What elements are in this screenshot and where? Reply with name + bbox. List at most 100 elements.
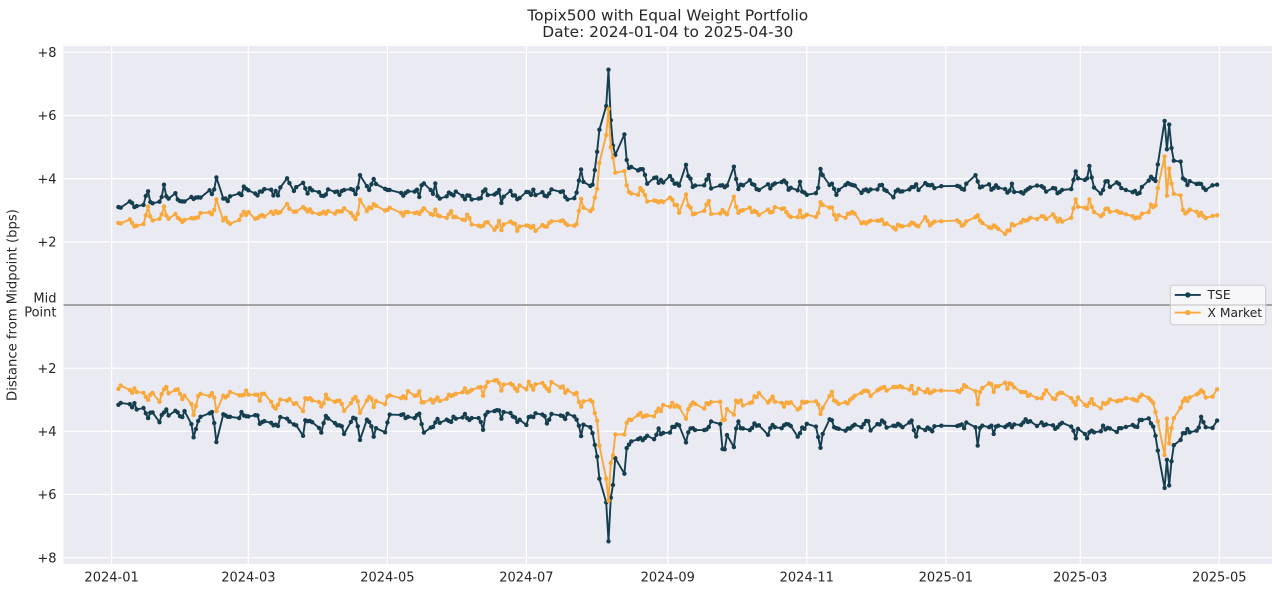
series-marker: [1214, 182, 1220, 187]
series-marker: [547, 191, 552, 196]
series-marker: [173, 211, 178, 217]
series-marker: [795, 215, 800, 220]
series-marker: [1151, 400, 1156, 406]
series-marker: [578, 433, 584, 439]
series-marker: [816, 185, 821, 190]
series-marker: [369, 396, 374, 401]
series-marker: [836, 213, 841, 218]
series-marker: [1002, 231, 1008, 237]
series-marker: [939, 423, 944, 428]
series-marker: [382, 430, 388, 435]
series-marker: [446, 212, 452, 217]
series-marker: [834, 192, 839, 197]
series-marker: [1041, 185, 1047, 190]
series-marker: [708, 399, 714, 405]
series-marker: [321, 420, 326, 426]
series-marker: [629, 164, 634, 170]
legend-item-tse[interactable]: TSE: [1174, 288, 1231, 302]
series-marker: [480, 427, 486, 432]
series-marker: [1162, 154, 1167, 159]
series-marker: [435, 416, 440, 422]
series-marker: [640, 167, 645, 172]
series-marker: [1100, 423, 1106, 428]
series-marker: [916, 224, 921, 229]
series-marker: [1007, 421, 1012, 427]
series-marker: [772, 399, 778, 404]
series-marker: [1107, 397, 1113, 402]
series-marker: [444, 194, 449, 199]
series-marker: [453, 214, 458, 220]
series-marker: [207, 188, 212, 193]
series-marker: [161, 204, 167, 209]
series-marker: [357, 197, 363, 202]
series-marker: [467, 193, 472, 198]
series-marker: [560, 189, 566, 194]
series-marker: [246, 414, 251, 419]
series-marker: [1194, 209, 1199, 214]
series-marker: [818, 166, 823, 172]
series-marker: [533, 192, 538, 198]
series-marker: [740, 208, 746, 213]
series-marker: [512, 193, 518, 198]
series-marker: [820, 202, 825, 208]
plot-area: [63, 46, 1272, 564]
series-marker: [708, 211, 714, 217]
series-marker: [667, 404, 673, 409]
series-marker: [916, 187, 921, 193]
series-marker: [576, 423, 582, 428]
series-marker: [341, 408, 347, 413]
series-marker: [364, 398, 370, 403]
series-marker: [1146, 209, 1151, 215]
series-marker: [986, 182, 992, 187]
series-marker: [640, 188, 645, 194]
series-marker: [718, 211, 723, 216]
series-marker: [592, 410, 597, 416]
series-marker: [816, 402, 821, 407]
series-marker: [1091, 185, 1097, 190]
series-marker: [462, 386, 468, 391]
series-marker: [417, 389, 422, 394]
series-marker: [704, 202, 709, 207]
series-marker: [278, 397, 283, 402]
series-marker: [670, 177, 675, 183]
series-marker: [1203, 395, 1208, 400]
series-marker: [544, 421, 550, 426]
series-marker: [1059, 187, 1065, 193]
series-marker: [485, 192, 490, 198]
series-marker: [932, 219, 937, 224]
series-marker: [1007, 188, 1012, 193]
series-marker: [478, 196, 483, 201]
series-marker: [141, 405, 146, 411]
series-marker: [980, 423, 985, 428]
series-marker: [227, 194, 233, 199]
series-marker: [1194, 428, 1199, 433]
series-marker: [900, 385, 905, 390]
series-marker: [718, 421, 723, 427]
series-marker: [1084, 206, 1090, 211]
series-marker: [1214, 387, 1220, 392]
series-marker: [676, 404, 682, 410]
series-marker: [405, 414, 411, 419]
legend[interactable]: TSE X Market: [1169, 284, 1267, 326]
series-marker: [1089, 175, 1094, 180]
series-x-market-bid: [116, 378, 1220, 503]
series-marker: [212, 395, 217, 400]
series-marker: [533, 228, 538, 233]
series-marker: [499, 388, 504, 393]
series-marker: [973, 173, 978, 178]
series-marker: [914, 182, 919, 187]
series-marker: [246, 188, 251, 193]
legend-item-x-market[interactable]: X Market: [1174, 306, 1262, 320]
series-marker: [592, 167, 597, 173]
series-marker: [524, 422, 529, 428]
series-marker: [499, 227, 504, 233]
series-marker: [852, 211, 857, 216]
series-marker: [460, 193, 465, 199]
series-marker: [676, 423, 682, 428]
series-marker: [624, 157, 629, 163]
series-marker: [145, 189, 151, 194]
series-marker: [494, 224, 499, 229]
series-marker: [624, 445, 629, 451]
series-marker: [549, 187, 554, 192]
chart-title-line1: Topix500 with Equal Weight Portfolio: [526, 7, 808, 25]
